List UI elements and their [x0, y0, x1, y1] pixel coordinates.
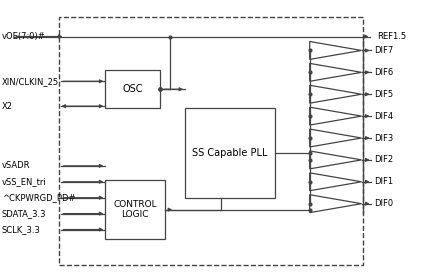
- Text: DIF0: DIF0: [375, 199, 394, 208]
- FancyBboxPatch shape: [105, 180, 165, 239]
- Text: vSADR: vSADR: [2, 161, 30, 170]
- Text: REF1.5: REF1.5: [378, 32, 407, 41]
- Polygon shape: [310, 85, 362, 103]
- Polygon shape: [310, 195, 362, 213]
- Text: XIN/CLKIN_25: XIN/CLKIN_25: [2, 77, 59, 86]
- Text: DIF4: DIF4: [375, 111, 394, 121]
- Text: vOE(7:0)#: vOE(7:0)#: [2, 32, 45, 41]
- FancyBboxPatch shape: [185, 108, 275, 198]
- Text: DIF2: DIF2: [375, 155, 394, 164]
- Text: DIF5: DIF5: [375, 90, 394, 99]
- Text: X2: X2: [2, 102, 13, 111]
- Text: DIF7: DIF7: [375, 46, 394, 55]
- Polygon shape: [310, 107, 362, 125]
- Text: vSS_EN_tri: vSS_EN_tri: [2, 177, 47, 186]
- Text: DIF1: DIF1: [375, 177, 394, 186]
- Polygon shape: [310, 151, 362, 169]
- FancyBboxPatch shape: [105, 70, 160, 108]
- Text: SCLK_3.3: SCLK_3.3: [2, 225, 41, 234]
- Polygon shape: [310, 173, 362, 191]
- Text: ^CKPWRGD_PD#: ^CKPWRGD_PD#: [2, 193, 75, 202]
- Text: DIF6: DIF6: [375, 68, 394, 77]
- Polygon shape: [310, 63, 362, 81]
- Text: CONTROL
LOGIC: CONTROL LOGIC: [114, 200, 157, 219]
- FancyBboxPatch shape: [58, 17, 362, 265]
- Text: OSC: OSC: [123, 84, 143, 94]
- Text: SDATA_3.3: SDATA_3.3: [2, 209, 46, 218]
- Polygon shape: [310, 129, 362, 147]
- Text: SS Capable PLL: SS Capable PLL: [192, 148, 268, 158]
- Polygon shape: [310, 41, 362, 59]
- Text: DIF3: DIF3: [375, 133, 394, 143]
